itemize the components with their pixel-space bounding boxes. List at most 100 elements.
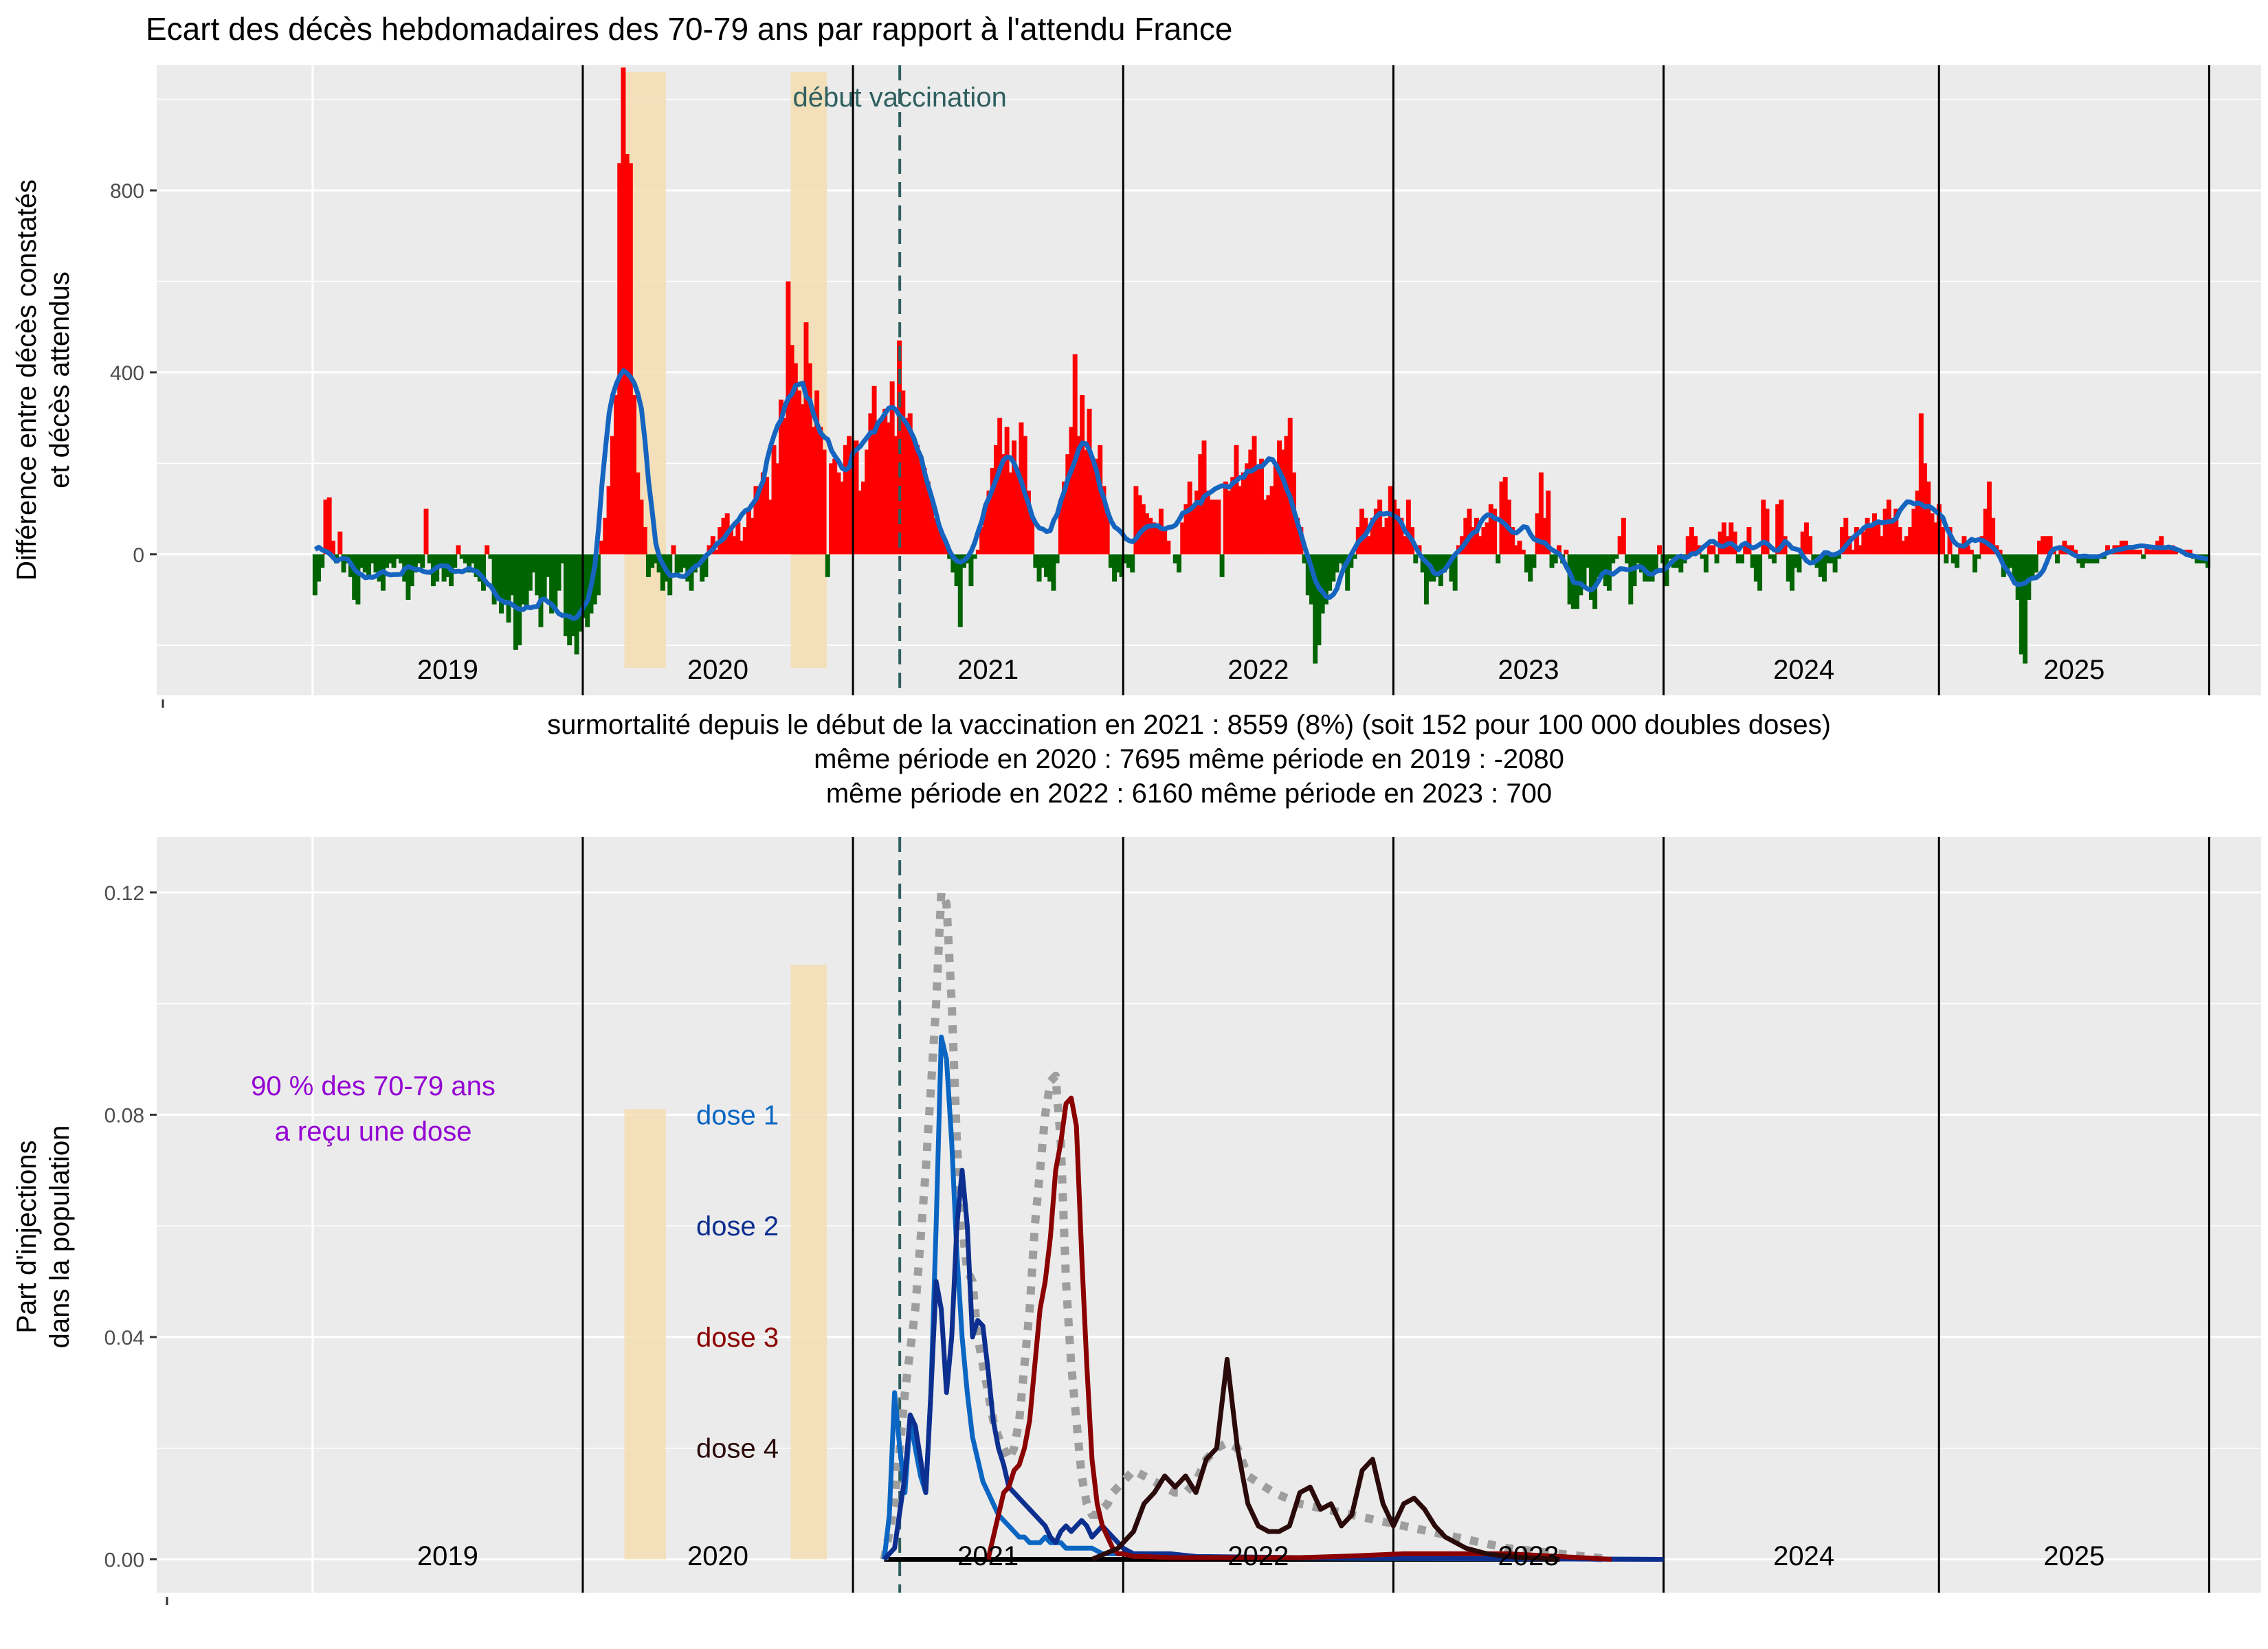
- excess-bar: [1911, 508, 1917, 554]
- excess-bar: [1753, 554, 1759, 582]
- excess-bar: [868, 413, 874, 554]
- excess-bar: [871, 385, 877, 554]
- excess-bar: [1366, 536, 1372, 554]
- excess-bar: [792, 363, 798, 554]
- excess-bar: [1302, 554, 1307, 563]
- excess-bar: [2205, 554, 2211, 568]
- excess-bar: [1732, 531, 1737, 554]
- excess-bar: [323, 500, 329, 554]
- excess-bar: [1496, 554, 1501, 563]
- excess-bar: [1151, 522, 1157, 554]
- excess-bar: [936, 527, 942, 554]
- summary-line-1: surmortalité depuis le début de la vacci…: [547, 710, 1831, 740]
- excess-bar: [1653, 554, 1658, 573]
- excess-bar: [399, 554, 403, 563]
- excess-bar: [1746, 527, 1752, 554]
- dose-label: dose 4: [696, 1434, 779, 1464]
- excess-bar: [1452, 554, 1458, 591]
- excess-bar: [1667, 554, 1673, 559]
- excess-bar: [524, 554, 529, 609]
- excess-bar: [1108, 554, 1113, 568]
- excess-bar: [1463, 517, 1469, 554]
- excess-bar: [1359, 508, 1365, 554]
- excess-bar: [1248, 449, 1254, 554]
- vaccination-label: début vaccination: [792, 82, 1006, 113]
- excess-bar: [1797, 554, 1802, 573]
- excess-bar: [1423, 554, 1429, 605]
- excess-bar: [1750, 554, 1755, 568]
- excess-bar: [1958, 545, 1964, 554]
- excess-bar: [517, 554, 522, 646]
- excess-bar: [810, 427, 816, 554]
- excess-bar: [1614, 554, 1619, 559]
- excess-bar: [1194, 491, 1200, 554]
- excess-bar: [929, 500, 935, 554]
- excess-bar: [1137, 495, 1142, 554]
- excess-bar: [1635, 554, 1641, 563]
- excess-bar: [477, 554, 482, 582]
- excess-bar: [797, 390, 802, 554]
- excess-bar: [1693, 536, 1698, 554]
- excess-bar: [2055, 554, 2060, 563]
- excess-bar: [1585, 554, 1590, 568]
- excess-bar: [388, 554, 393, 563]
- excess-bar: [940, 536, 945, 554]
- excess-bar: [900, 390, 906, 554]
- chart-title: Ecart des décès hebdomadaires des 70-79 …: [146, 11, 1232, 47]
- excess-bar: [1133, 486, 1139, 554]
- excess-bar: [1707, 545, 1713, 554]
- excess-bar: [1986, 481, 1992, 554]
- excess-bar: [595, 554, 601, 596]
- excess-bar: [728, 527, 733, 554]
- excess-bar: [1599, 554, 1605, 573]
- excess-bar: [1223, 481, 1228, 554]
- bottom-highlight-band: [624, 1109, 666, 1560]
- excess-bar: [800, 404, 805, 554]
- excess-bar: [839, 481, 845, 554]
- excess-bar: [1510, 527, 1515, 554]
- excess-bar: [986, 491, 992, 554]
- excess-bar: [1130, 554, 1135, 573]
- excess-bar: [1818, 554, 1823, 577]
- dose-lines: [880, 888, 1664, 1564]
- excess-bar: [1625, 554, 1630, 563]
- excess-bar: [1968, 550, 1974, 554]
- excess-bar: [1241, 472, 1246, 554]
- excess-bar: [549, 554, 555, 614]
- excess-bar: [1621, 517, 1626, 554]
- excess-bar: [610, 436, 615, 554]
- line-dose-3: [986, 1095, 1612, 1562]
- top-y-tick-label: 0: [133, 544, 144, 567]
- excess-bar: [2151, 545, 2157, 554]
- excess-bar: [1047, 554, 1053, 582]
- excess-bar: [1893, 508, 1899, 554]
- excess-bar: [700, 554, 705, 582]
- excess-bar: [1979, 536, 1985, 554]
- excess-bar: [678, 554, 683, 573]
- bottom-year-label: 2019: [417, 1541, 478, 1571]
- excess-bar: [1485, 522, 1490, 554]
- excess-bar: [947, 554, 953, 559]
- excess-bar: [1803, 522, 1809, 554]
- excess-bar: [1728, 522, 1734, 554]
- excess-bar: [1384, 517, 1390, 554]
- excess-bar: [316, 554, 321, 582]
- excess-bar: [1305, 554, 1311, 596]
- excess-bar: [1331, 554, 1336, 582]
- excess-bar: [1904, 536, 1909, 554]
- bottom-year-lines: [581, 837, 2210, 1593]
- excess-bar: [1581, 554, 1587, 587]
- excess-bar: [1295, 517, 1300, 554]
- excess-bar: [1678, 554, 1684, 573]
- smooth-line-group: [313, 368, 2210, 621]
- excess-bar: [337, 531, 343, 554]
- excess-bar: [1420, 554, 1425, 573]
- excess-bar: [1348, 554, 1354, 568]
- excess-bar: [559, 554, 565, 563]
- excess-bar: [1269, 486, 1275, 554]
- excess-bar: [391, 554, 397, 568]
- excess-bar: [786, 281, 791, 554]
- excess-bar: [1377, 500, 1383, 554]
- excess-bar: [1829, 554, 1834, 563]
